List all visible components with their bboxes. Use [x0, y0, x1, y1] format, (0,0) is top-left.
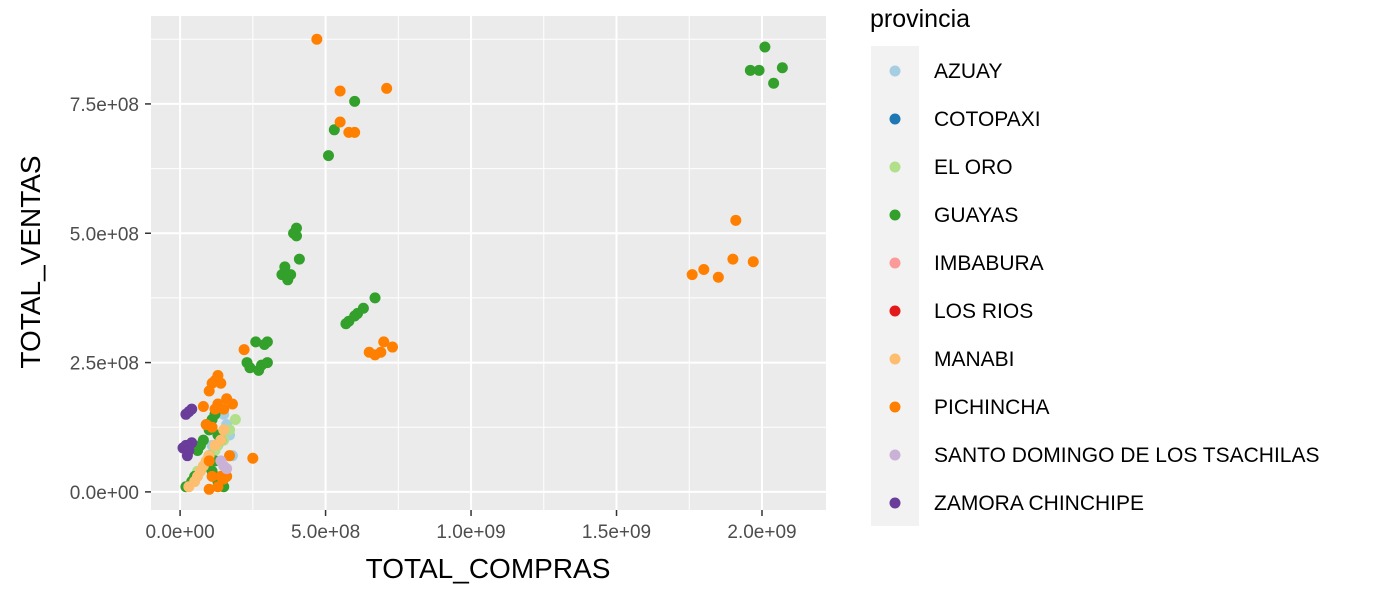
data-point-pichincha	[215, 470, 227, 482]
y-tick-label: 5.0e+08	[70, 224, 139, 245]
data-point-pichincha	[334, 116, 346, 128]
legend-key-azuay	[889, 65, 901, 77]
data-point-guayas	[768, 77, 780, 89]
legend-label-cotopaxi: COTOPAXI	[934, 108, 1041, 131]
data-point-pichincha	[747, 256, 759, 268]
data-point-pichincha	[334, 85, 346, 97]
legend-key-el-oro	[889, 161, 901, 173]
y-tick-label: 2.5e+08	[70, 354, 139, 375]
data-point-guayas	[258, 338, 270, 350]
data-point-zamora-chinchipe	[186, 403, 198, 415]
y-axis: 0.0e+00 2.5e+08 5.0e+08 7.5e+08	[70, 95, 151, 504]
data-point-pichincha	[206, 470, 218, 482]
data-point-guayas	[328, 124, 340, 136]
data-point-manabi	[209, 439, 221, 451]
data-point-pichincha	[209, 403, 221, 415]
legend-key-santo-domingo-de-los-tsachilas	[889, 449, 901, 461]
legend-key-pichincha	[889, 401, 901, 413]
data-point-el-oro	[229, 413, 241, 425]
data-point-guayas	[293, 253, 305, 265]
y-tick-label: 7.5e+08	[70, 95, 139, 116]
data-point-pichincha	[203, 483, 215, 495]
data-point-guayas	[776, 62, 788, 74]
x-tick-label: 2.0e+09	[727, 522, 796, 543]
data-point-pichincha	[218, 403, 230, 415]
data-point-guayas	[349, 95, 361, 107]
data-point-pichincha	[224, 450, 236, 462]
data-point-pichincha	[369, 349, 381, 361]
legend-label-azuay: AZUAY	[934, 60, 1002, 83]
data-point-pichincha	[730, 214, 742, 226]
data-point-pichincha	[378, 336, 390, 348]
grid-major	[151, 16, 826, 510]
data-point-santo-domingo-de-los-tsachilas	[215, 455, 227, 467]
data-point-guayas	[290, 230, 302, 242]
data-point-pichincha	[203, 455, 215, 467]
data-point-pichincha	[698, 263, 710, 275]
data-point-pichincha	[311, 33, 323, 45]
data-point-manabi	[183, 481, 195, 493]
y-tick-label: 0.0e+00	[70, 483, 139, 504]
data-point-pichincha	[221, 393, 233, 405]
data-point-pichincha	[197, 401, 209, 413]
data-point-pichincha	[386, 341, 398, 353]
y-axis-title: TOTAL_VENTAS	[15, 155, 46, 368]
legend-key-zamora-chinchipe	[889, 497, 901, 509]
data-point-pichincha	[203, 385, 215, 397]
x-axis-title: TOTAL_COMPRAS	[366, 553, 611, 584]
legend-title: provincia	[870, 5, 970, 33]
data-point-guayas	[759, 41, 771, 53]
data-point-pichincha	[381, 82, 393, 94]
x-tick-label: 5.0e+08	[291, 522, 360, 543]
data-point-pichincha	[686, 269, 698, 281]
legend-label-pichincha: PICHINCHA	[934, 396, 1050, 419]
data-point-pichincha	[349, 126, 361, 138]
grid-minor	[151, 16, 826, 510]
legend-label-los-rios: LOS RIOS	[934, 300, 1033, 323]
legend-label-santo-domingo-de-los-tsachilas: SANTO DOMINGO DE LOS TSACHILAS	[934, 444, 1319, 467]
data-point-guayas	[256, 359, 268, 371]
data-point-pichincha	[215, 377, 227, 389]
data-point-guayas	[244, 362, 256, 374]
data-point-pichincha	[238, 344, 250, 356]
data-point-guayas	[340, 318, 352, 330]
legend-key-los-rios	[889, 305, 901, 317]
legend-key-manabi	[889, 353, 901, 365]
data-point-zamora-chinchipe	[181, 450, 193, 462]
data-point-guayas	[192, 445, 204, 457]
data-point-manabi	[218, 424, 230, 436]
data-point-pichincha	[712, 271, 724, 283]
legend-key-cotopaxi	[889, 113, 901, 125]
data-point-santo-domingo-de-los-tsachilas	[221, 463, 233, 475]
data-point-guayas	[279, 261, 291, 273]
legend-label-zamora-chinchipe: ZAMORA CHINCHIPE	[934, 492, 1144, 515]
panel-background	[151, 16, 826, 510]
legend-label-imbabura: IMBABURA	[934, 252, 1044, 275]
legend-key-imbabura	[889, 257, 901, 269]
x-tick-label: 0.0e+00	[145, 522, 214, 543]
data-point-guayas	[282, 274, 294, 286]
x-tick-label: 1.5e+09	[582, 522, 651, 543]
data-point-guayas	[753, 64, 765, 76]
legend-label-manabi: MANABI	[934, 348, 1015, 371]
legend-label-el-oro: EL ORO	[934, 156, 1013, 179]
data-point-guayas	[369, 292, 381, 304]
data-points	[177, 33, 788, 495]
data-point-guayas	[250, 336, 262, 348]
legend-key-guayas	[889, 209, 901, 221]
data-point-guayas	[744, 64, 756, 76]
legend-label-guayas: GUAYAS	[934, 204, 1018, 227]
data-point-pichincha	[727, 253, 739, 265]
x-axis: 0.0e+00 5.0e+08 1.0e+09 1.5e+09 2.0e+09	[145, 510, 797, 543]
data-point-pichincha	[200, 419, 212, 431]
x-tick-label: 1.0e+09	[436, 522, 505, 543]
legend: provincia AZUAY COTOPAXI EL ORO GUAYAS IMBAB…	[870, 5, 1319, 526]
data-point-guayas	[322, 150, 334, 162]
data-point-pichincha	[212, 481, 224, 493]
data-point-zamora-chinchipe	[186, 437, 198, 449]
legend-key-background	[871, 46, 919, 526]
data-point-pichincha	[247, 452, 259, 464]
